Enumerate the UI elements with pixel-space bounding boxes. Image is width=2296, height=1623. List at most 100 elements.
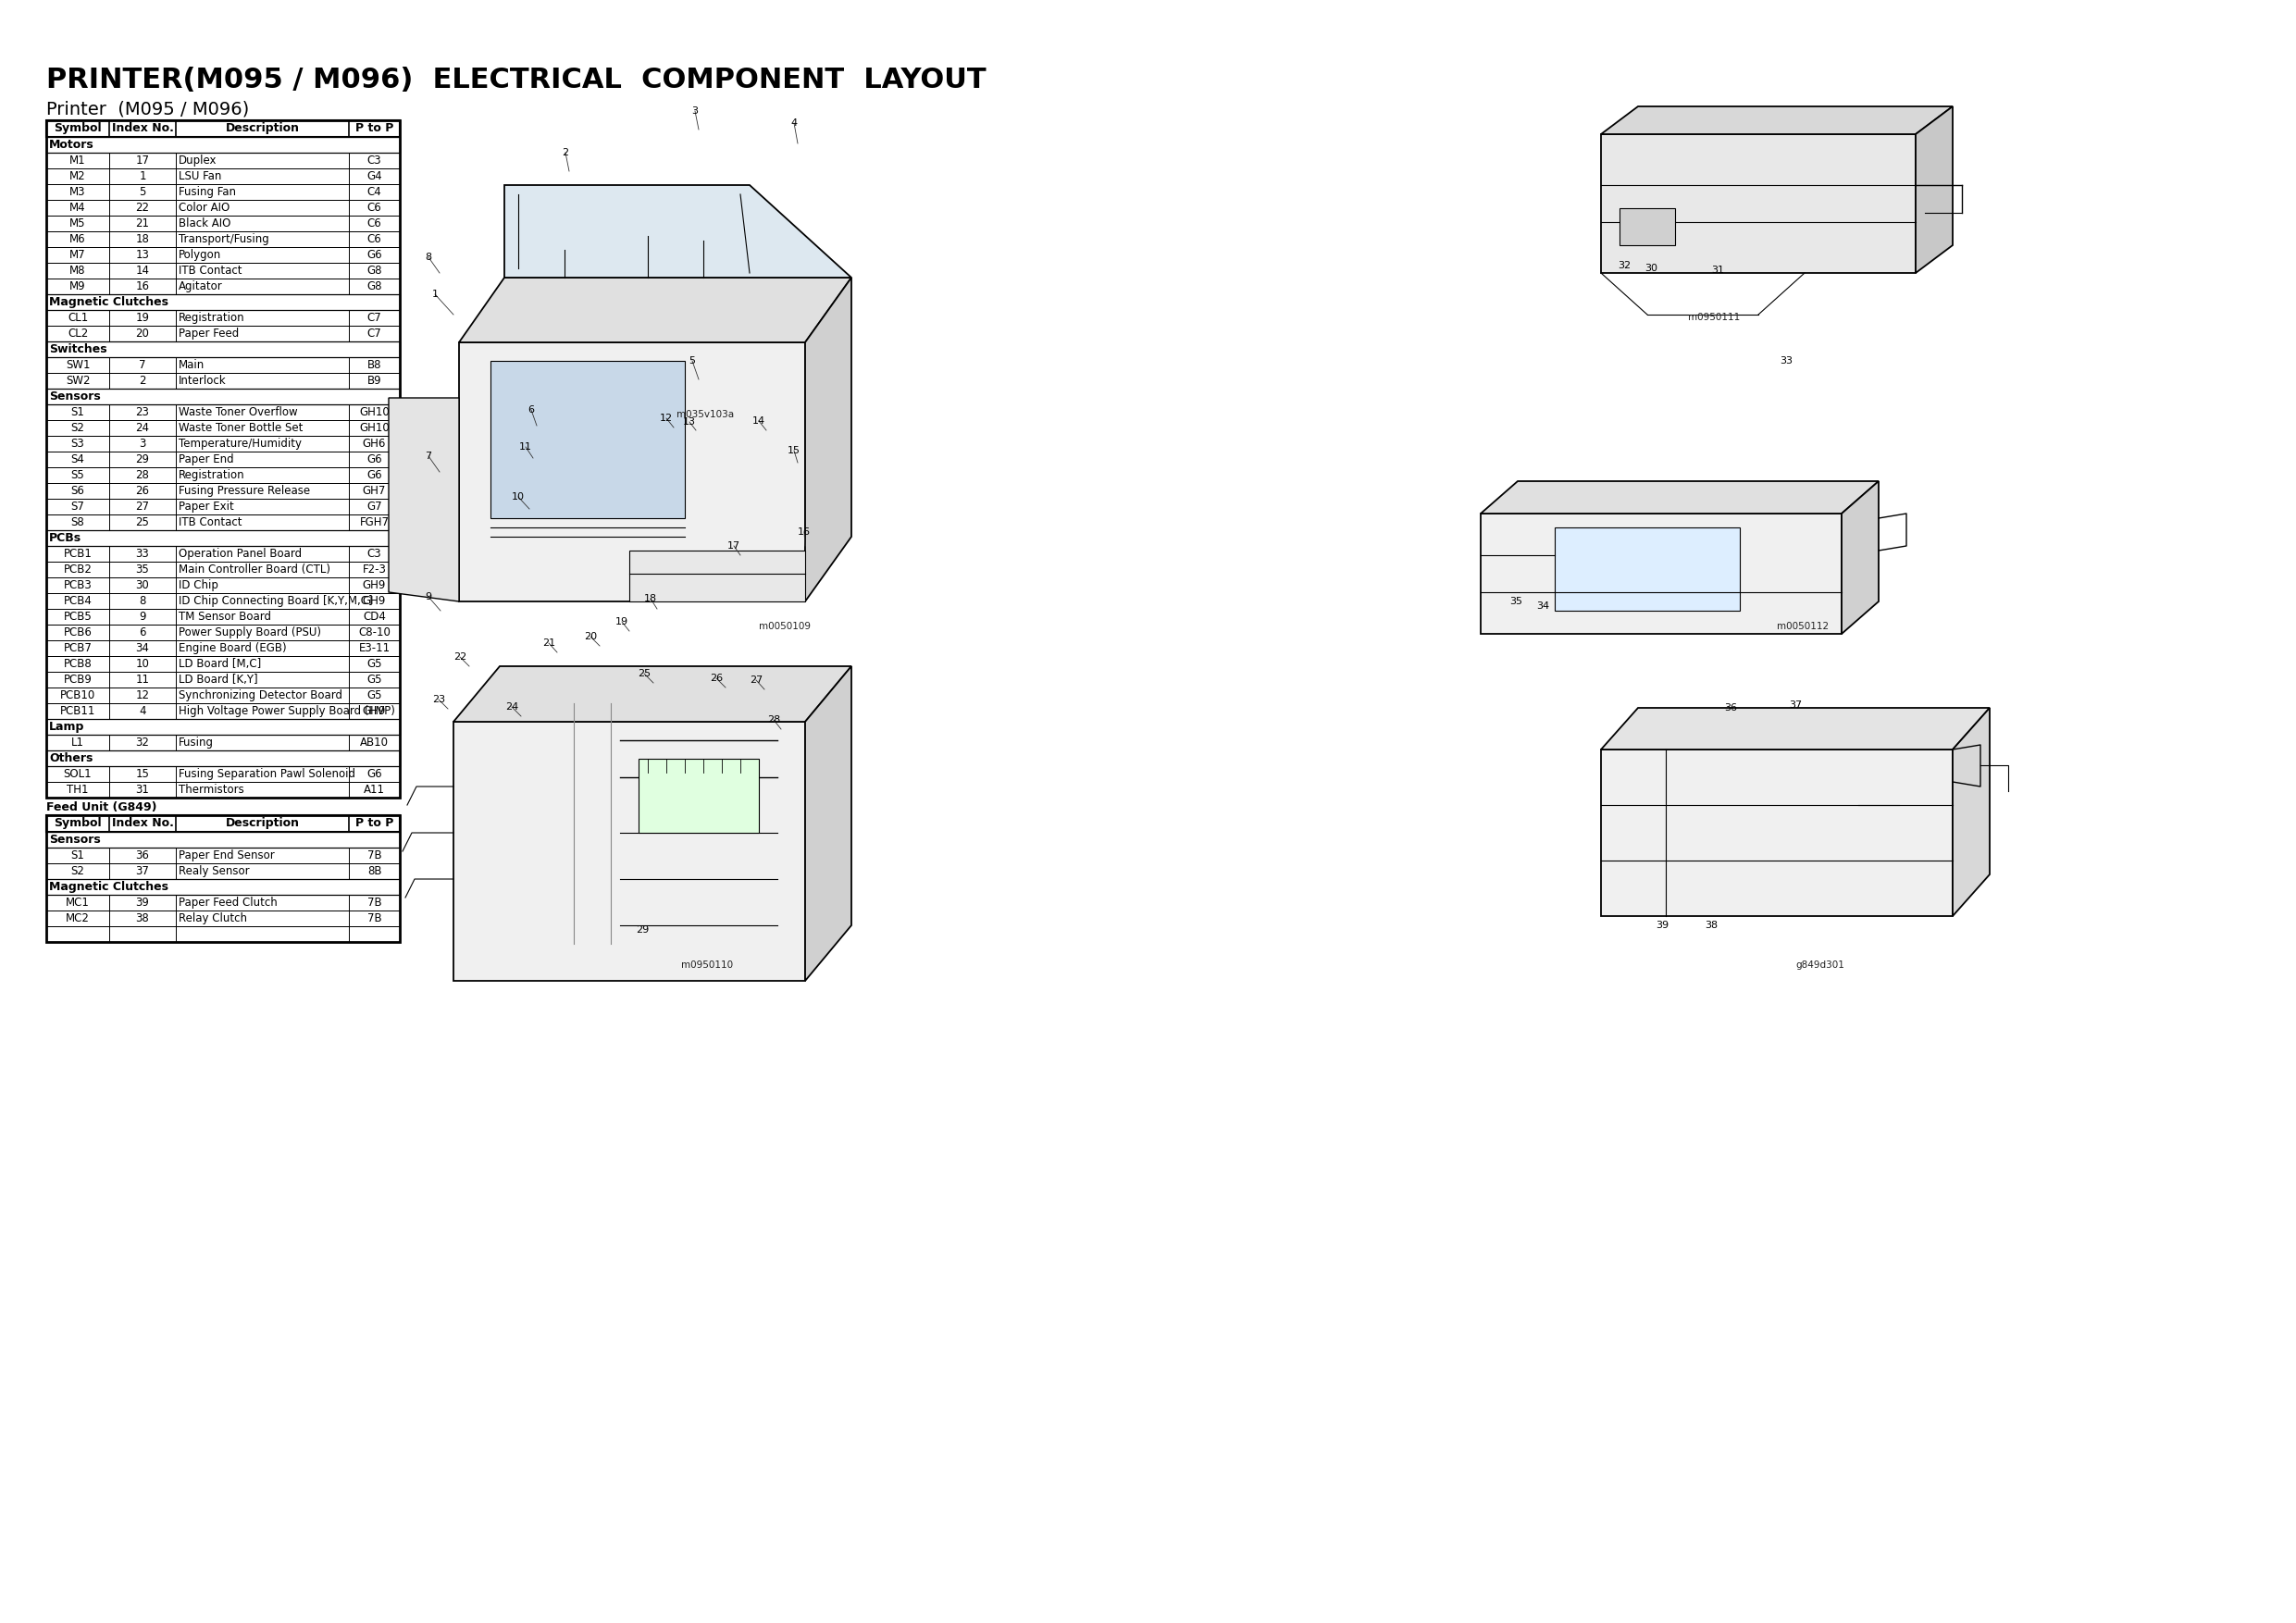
Bar <box>46 404 400 420</box>
Bar <box>46 169 400 183</box>
Circle shape <box>523 790 551 820</box>
Text: 28: 28 <box>135 469 149 480</box>
Text: M2: M2 <box>69 170 85 182</box>
Bar <box>1619 208 1676 245</box>
Bar <box>46 847 400 863</box>
Text: MC2: MC2 <box>67 912 90 925</box>
Text: GH9: GH9 <box>363 579 386 591</box>
Text: PCB3: PCB3 <box>64 579 92 591</box>
Bar <box>46 578 400 592</box>
Text: G6: G6 <box>367 469 381 480</box>
Text: S2: S2 <box>71 422 85 433</box>
Text: 2: 2 <box>140 375 147 386</box>
Text: 34: 34 <box>1536 602 1550 610</box>
Text: G6: G6 <box>367 768 381 781</box>
Text: Waste Toner Overflow: Waste Toner Overflow <box>179 406 298 419</box>
Circle shape <box>783 958 792 967</box>
Text: 20: 20 <box>583 631 597 641</box>
Text: G6: G6 <box>367 248 381 261</box>
Text: 38: 38 <box>1704 920 1717 930</box>
Text: TM Sensor Board: TM Sensor Board <box>179 610 271 623</box>
Text: Synchronizing Detector Board: Synchronizing Detector Board <box>179 690 342 701</box>
Polygon shape <box>491 360 684 518</box>
Text: S1: S1 <box>71 406 85 419</box>
Text: Paper Exit: Paper Exit <box>179 500 234 513</box>
Text: S7: S7 <box>71 500 85 513</box>
Text: 33: 33 <box>1779 355 1793 365</box>
Text: 1: 1 <box>140 170 147 182</box>
Text: Switches: Switches <box>48 344 108 355</box>
Text: 31: 31 <box>1711 266 1724 274</box>
Polygon shape <box>806 278 852 602</box>
Polygon shape <box>1952 708 1991 915</box>
Bar <box>46 545 400 562</box>
Circle shape <box>510 777 565 833</box>
Text: Agitator: Agitator <box>179 281 223 292</box>
Bar <box>46 750 400 766</box>
Bar <box>46 420 400 437</box>
Text: Motors: Motors <box>48 140 94 151</box>
Bar <box>46 609 400 625</box>
Bar <box>46 531 400 545</box>
Text: 21: 21 <box>135 217 149 229</box>
Text: Sensors: Sensors <box>48 834 101 846</box>
Text: SW1: SW1 <box>67 359 90 372</box>
Text: C6: C6 <box>367 201 381 214</box>
Text: 8B: 8B <box>367 865 381 876</box>
Text: 18: 18 <box>645 594 657 604</box>
Text: S4: S4 <box>71 453 85 466</box>
Bar <box>46 373 400 388</box>
Text: C7: C7 <box>367 312 381 325</box>
Text: 4: 4 <box>790 118 797 128</box>
Text: M3: M3 <box>69 187 85 198</box>
Bar <box>46 625 400 641</box>
Text: PCB4: PCB4 <box>64 596 92 607</box>
Polygon shape <box>455 665 852 722</box>
Text: 9: 9 <box>425 592 432 602</box>
Text: m035v103a: m035v103a <box>677 411 735 419</box>
Bar <box>46 183 400 200</box>
Text: 6: 6 <box>528 406 535 414</box>
Bar <box>1554 527 1740 610</box>
Polygon shape <box>1841 480 1878 635</box>
Text: Temperature/Humidity: Temperature/Humidity <box>179 438 301 450</box>
Bar <box>46 294 400 310</box>
Text: High Voltage Power Supply Board (HVP): High Voltage Power Supply Board (HVP) <box>179 704 395 717</box>
Text: 7: 7 <box>425 451 432 461</box>
Circle shape <box>468 958 478 967</box>
Text: TH1: TH1 <box>67 784 90 795</box>
Bar <box>46 719 400 735</box>
Text: B9: B9 <box>367 375 381 386</box>
Text: 39: 39 <box>135 896 149 909</box>
Text: PCB10: PCB10 <box>60 690 96 701</box>
Text: Polygon: Polygon <box>179 248 220 261</box>
Bar <box>46 894 400 911</box>
Text: G4: G4 <box>367 170 381 182</box>
Text: C4: C4 <box>367 187 381 198</box>
Text: Sensors: Sensors <box>48 391 101 403</box>
Text: 18: 18 <box>135 234 149 245</box>
Text: Fusing: Fusing <box>179 737 214 748</box>
Text: 11: 11 <box>519 443 533 451</box>
Text: Relay Clutch: Relay Clutch <box>179 912 248 925</box>
Text: 30: 30 <box>1644 263 1658 273</box>
Text: M5: M5 <box>69 217 85 229</box>
Bar <box>46 326 400 341</box>
Text: Magnetic Clutches: Magnetic Clutches <box>48 295 168 308</box>
Text: PCB5: PCB5 <box>64 610 92 623</box>
Bar <box>46 766 400 782</box>
Text: 24: 24 <box>505 703 519 711</box>
Text: 10: 10 <box>135 657 149 670</box>
Text: Symbol: Symbol <box>53 816 101 829</box>
Text: LSU Fan: LSU Fan <box>179 170 220 182</box>
Text: M8: M8 <box>69 265 85 276</box>
Text: 6: 6 <box>140 626 147 638</box>
Text: m0950110: m0950110 <box>682 961 732 969</box>
Text: G6: G6 <box>367 453 381 466</box>
Text: 2: 2 <box>563 148 569 157</box>
Text: 11: 11 <box>135 674 149 685</box>
Bar <box>46 216 400 232</box>
Text: S5: S5 <box>71 469 85 480</box>
Text: 20: 20 <box>135 328 149 339</box>
Text: 36: 36 <box>1724 703 1738 712</box>
